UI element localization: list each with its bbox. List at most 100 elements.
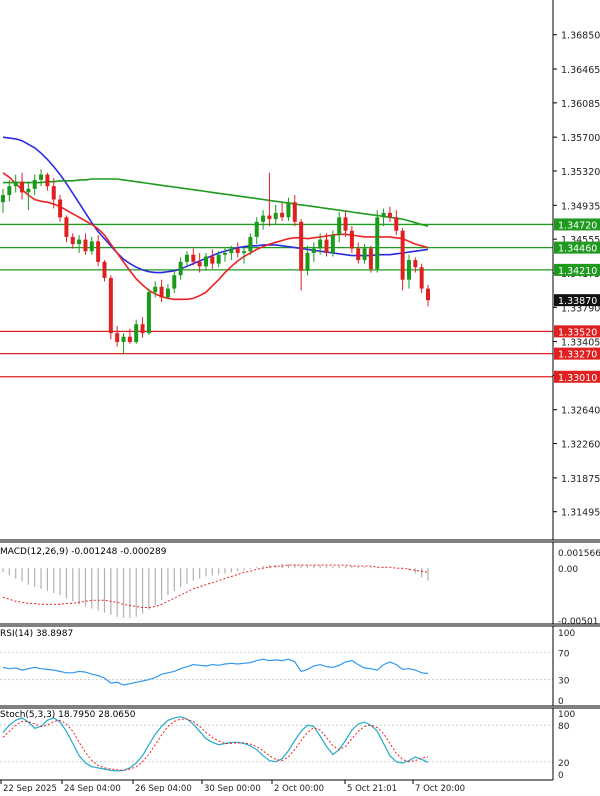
rsi-panel: RSI(14) 38.8987 (0, 629, 553, 686)
candle-body (223, 252, 228, 255)
price-tick-label: 1.33790 (561, 303, 600, 314)
candle-body (362, 248, 367, 261)
candle-body (280, 212, 285, 218)
candle-body (121, 336, 126, 343)
candle-body (146, 292, 151, 334)
candle-body (77, 239, 82, 245)
price-tick-label: 1.31495 (561, 508, 600, 519)
candle-body (203, 256, 208, 267)
candle-body (387, 212, 392, 218)
candle-body (311, 248, 316, 253)
candle-body (83, 239, 88, 252)
candle-body (324, 239, 329, 253)
stoch-signal-line (2, 718, 429, 771)
price-tick-label: 1.35320 (561, 167, 600, 178)
level-price-tag (554, 241, 600, 254)
rsi-tick-label: 70 (558, 649, 570, 659)
macd-tick-label: 0.00 (558, 565, 578, 575)
candle-body (134, 324, 139, 343)
stochastic-panel: Stoch(5,3,3) 18.7950 28.0650 (0, 710, 553, 772)
macd-indicator-label: MACD(12,26,9) -0.001248 -0.000289 (0, 547, 167, 557)
candle-body (375, 217, 380, 269)
candle-body (108, 277, 113, 334)
candle-body (153, 286, 158, 293)
price-tick-label: 1.34935 (561, 201, 600, 212)
candle-body (184, 254, 189, 262)
candle-body (349, 230, 354, 249)
candle-body (413, 260, 418, 268)
candle-body (39, 174, 44, 180)
candle-body (127, 336, 132, 343)
price-tick-label: 1.34555 (561, 235, 600, 246)
candle-body (248, 236, 253, 252)
candle-body (13, 181, 18, 187)
macd-tick-label: -0.00501 (558, 617, 598, 627)
macd-panel: MACD(12,26,9) -0.001248 -0.000289 (0, 547, 429, 618)
time-tick-label: 24 Sep 04:00 (64, 784, 121, 792)
candle-body (7, 186, 12, 196)
rsi-indicator-label: RSI(14) 38.8987 (0, 629, 73, 639)
candle-body (70, 236, 75, 245)
stoch-indicator-label: Stoch(5,3,3) 18.7950 28.0650 (0, 710, 136, 720)
candle-body (1, 195, 5, 203)
candle-body (58, 199, 63, 218)
price-tick-label: 1.36850 (561, 31, 600, 42)
rsi-line (2, 658, 429, 686)
candle-body (381, 212, 386, 218)
macd-tick-label: 0.001566 (558, 549, 600, 559)
current-price-tag (554, 294, 600, 307)
candle-body (51, 186, 56, 200)
candle-body (318, 239, 323, 249)
candle-body (242, 251, 247, 253)
candle-body (140, 324, 145, 334)
candle-body (337, 217, 342, 236)
level-price-tag (554, 347, 600, 360)
candle-body (165, 288, 170, 298)
candle-body (26, 188, 31, 193)
candle-body (235, 248, 240, 253)
price-panel (0, 136, 553, 378)
candle-body (254, 221, 259, 237)
time-tick-label: 2 Oct 00:00 (274, 784, 324, 792)
candle-body (267, 215, 272, 220)
candle-body (400, 230, 405, 280)
stoch-tick-label: 100 (558, 710, 575, 720)
price-tick-label: 1.35700 (561, 133, 600, 144)
candle-body (426, 288, 430, 301)
candle-body (178, 261, 183, 276)
candle-body (45, 174, 50, 187)
candle-body (343, 217, 348, 231)
candle-body (406, 260, 411, 280)
price-tick-label: 1.36465 (561, 65, 600, 76)
time-tick-label: 7 Oct 20:00 (415, 784, 465, 792)
moving-average-line (2, 172, 429, 301)
rsi-tick-label: 30 (558, 677, 570, 687)
candle-body (299, 221, 304, 271)
candle-body (20, 181, 25, 193)
candle-body (419, 267, 424, 289)
level-price-label: 1.34720 (558, 220, 597, 231)
candle-body (216, 254, 221, 264)
candle-body (191, 254, 196, 262)
candle-body (210, 256, 215, 264)
rsi-tick-label: 0 (558, 697, 564, 707)
level-price-label: 1.33010 (558, 373, 597, 384)
level-price-label: 1.34460 (558, 244, 597, 255)
candle-body (330, 235, 335, 253)
level-price-label: 1.34210 (558, 266, 597, 277)
level-price-label: 1.33270 (558, 350, 597, 361)
level-price-tag (554, 370, 600, 383)
stoch-tick-label: 80 (558, 722, 570, 732)
level-price-tag (554, 263, 600, 276)
candle-body (159, 286, 164, 298)
candle-body (102, 261, 107, 278)
stoch-tick-label: 20 (558, 759, 570, 769)
candle-body (261, 215, 266, 222)
candle-body (197, 261, 202, 267)
candle-body (273, 212, 278, 220)
price-tick-label: 1.33405 (561, 338, 600, 349)
